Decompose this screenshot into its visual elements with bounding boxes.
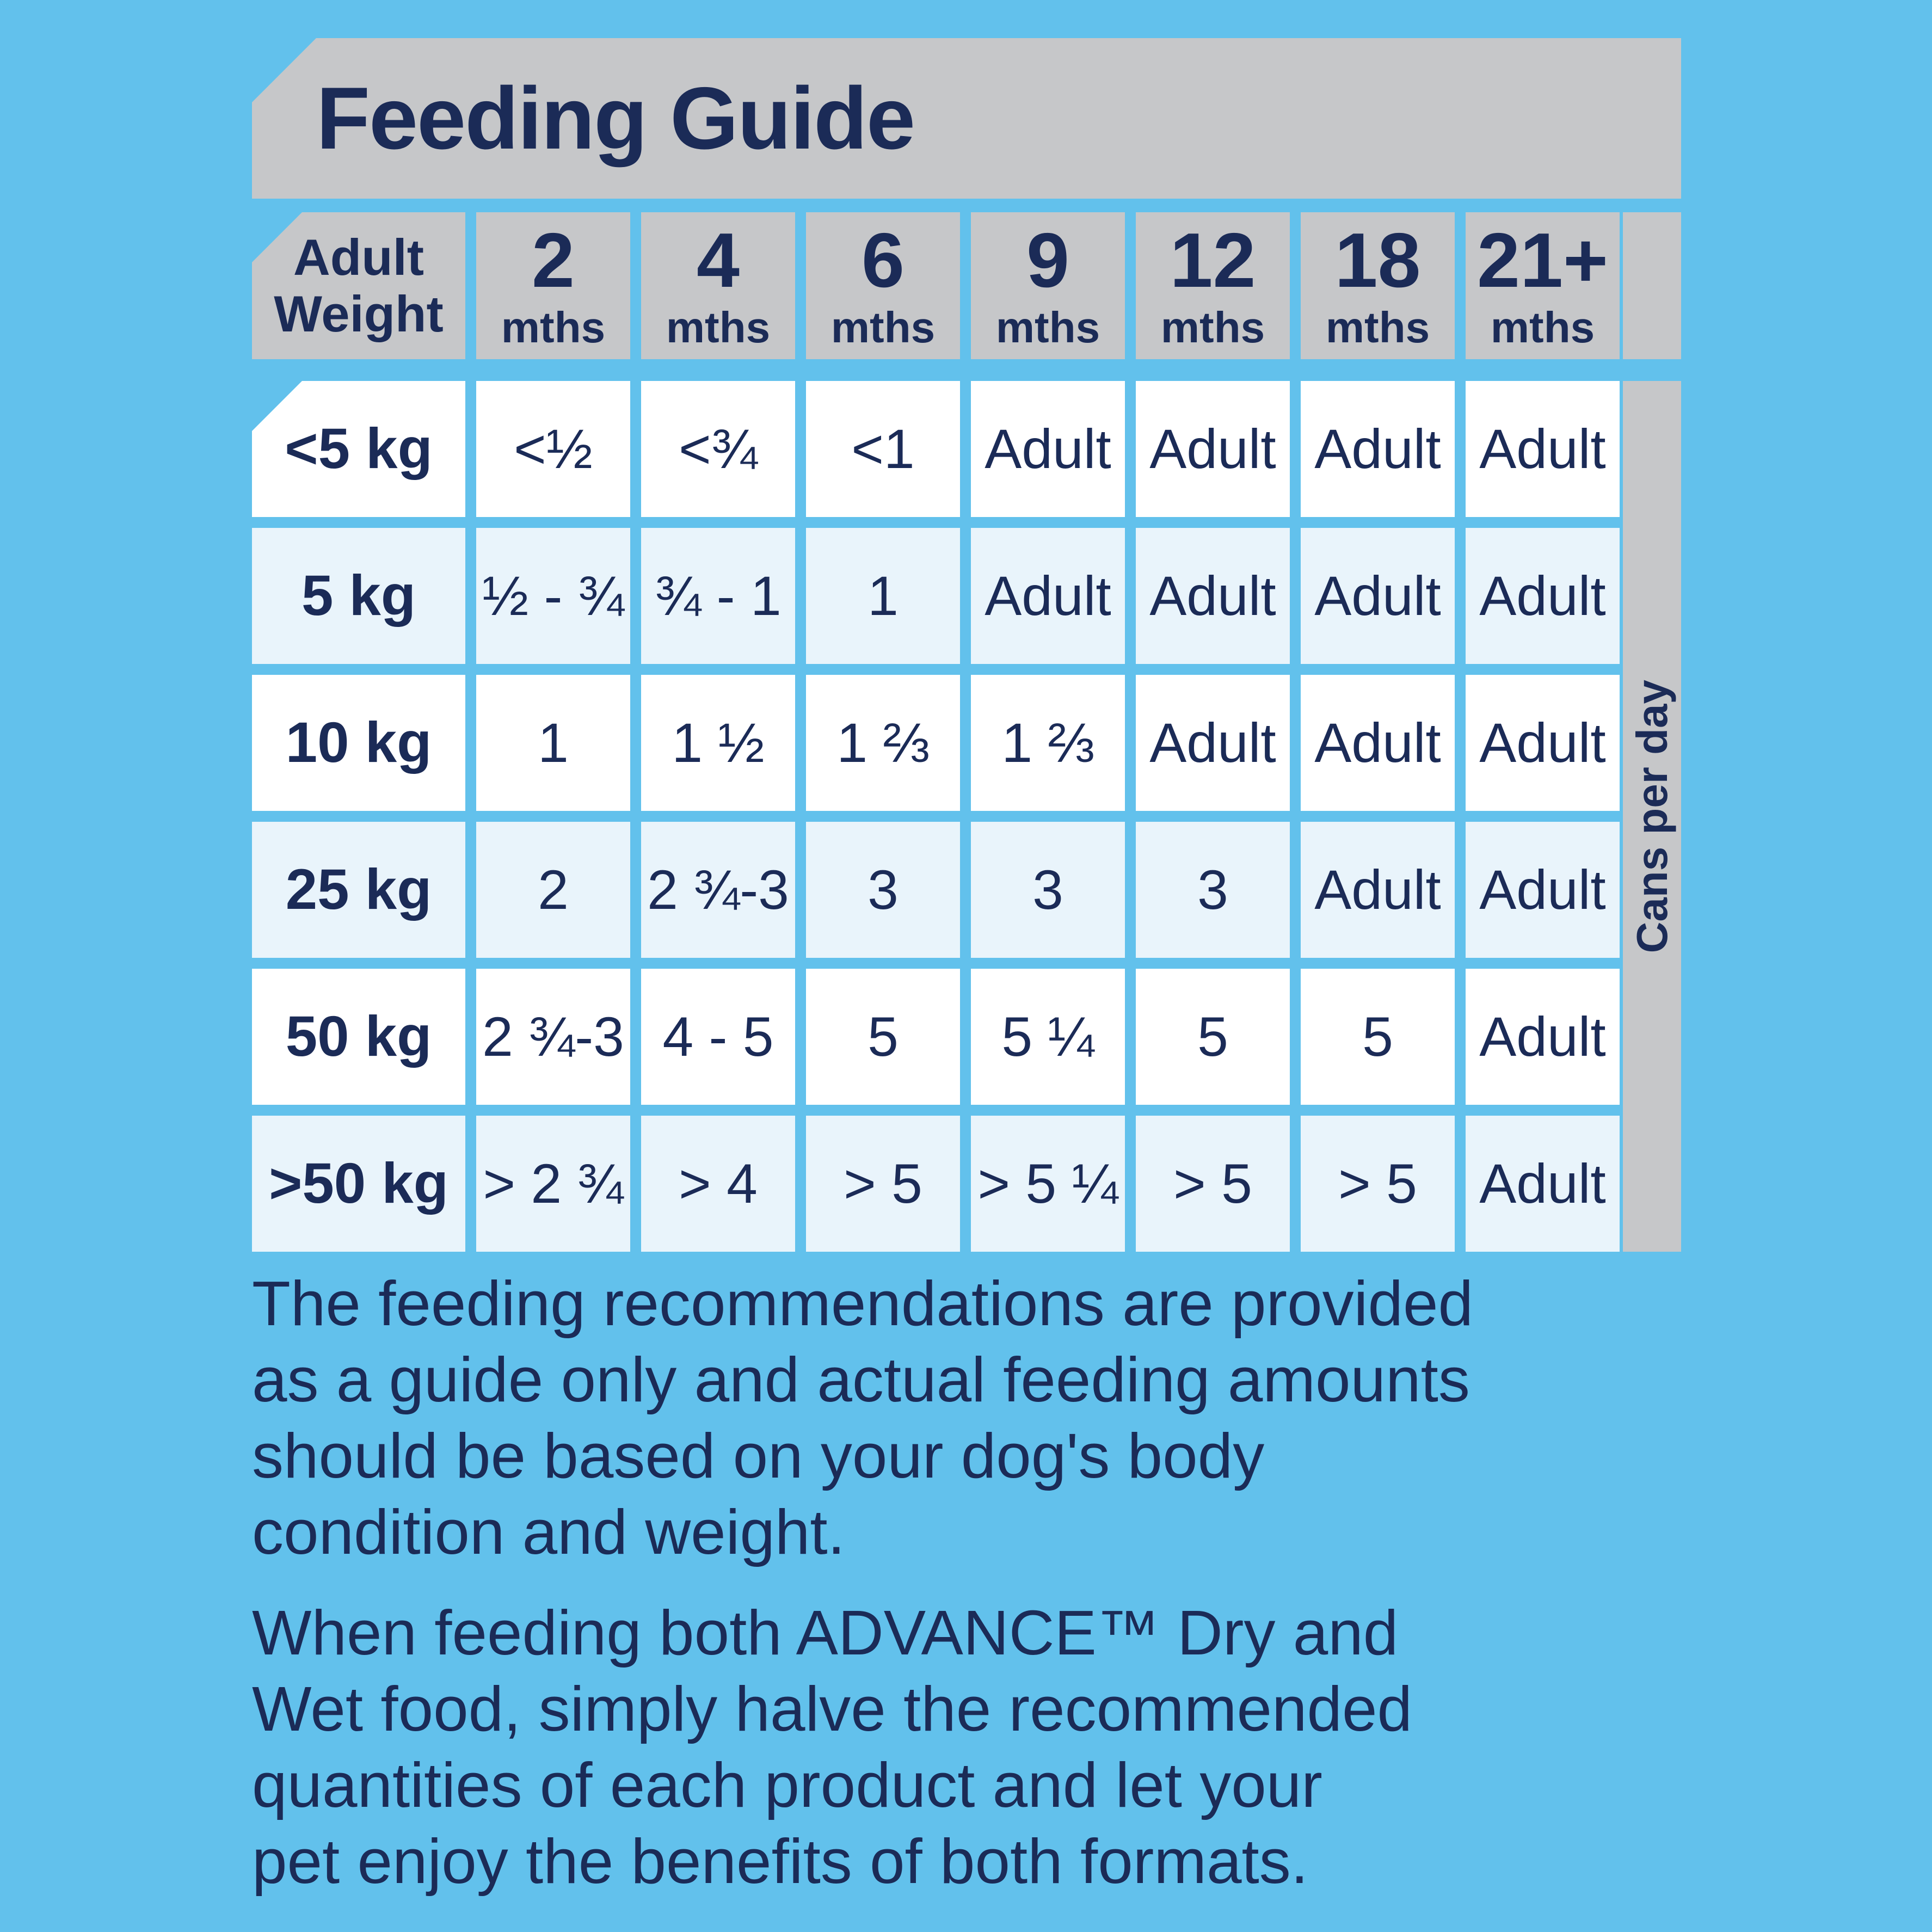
weight-label: 25 kg	[252, 822, 465, 958]
weight-label: >50 kg	[252, 1116, 465, 1252]
weight-label: 5 kg	[252, 528, 465, 664]
feeding-value: <½	[476, 381, 630, 517]
column-header-18-mths: 18 mths	[1301, 212, 1455, 359]
weight-label: <5 kg	[252, 381, 465, 517]
feeding-value: Adult	[1466, 381, 1620, 517]
feeding-value: Adult	[1466, 1116, 1620, 1252]
feeding-value: Adult	[1466, 528, 1620, 664]
feeding-value: Adult	[1136, 381, 1290, 517]
feeding-value: ½ - ¾	[476, 528, 630, 664]
feeding-recommendation-note: The feeding recommendations are provided…	[252, 1265, 1473, 1570]
column-unit: mths	[666, 303, 771, 352]
feeding-value: > 5	[1301, 1116, 1455, 1252]
feeding-value: Adult	[971, 528, 1125, 664]
feeding-value: Adult	[1301, 381, 1455, 517]
feeding-guide-banner: Feeding Guide	[252, 38, 1681, 199]
column-header-12-mths: 12 mths	[1136, 212, 1290, 359]
column-unit: mths	[1490, 303, 1595, 352]
feeding-value: 5 ¼	[971, 969, 1125, 1105]
feeding-value: Adult	[1136, 528, 1290, 664]
feeding-value: 1 ⅔	[806, 675, 960, 811]
feeding-value: 5	[1136, 969, 1290, 1105]
feeding-value: > 2 ¾	[476, 1116, 630, 1252]
feeding-value: 2 ¾-3	[641, 822, 795, 958]
column-number: 21+	[1477, 217, 1608, 304]
feeding-value: Adult	[1466, 969, 1620, 1105]
corner-header-adult-weight: Adult Weight	[252, 212, 465, 359]
feeding-value: 5	[806, 969, 960, 1105]
column-number: 9	[1026, 217, 1069, 304]
column-header-21plus-mths: 21+ mths	[1466, 212, 1620, 359]
feeding-value: > 5	[806, 1116, 960, 1252]
note-line: quantities of each product and let your	[252, 1750, 1322, 1820]
feeding-value: 2 ¾-3	[476, 969, 630, 1105]
column-unit: mths	[501, 303, 606, 352]
column-unit: mths	[1160, 303, 1265, 352]
feeding-value: 3	[1136, 822, 1290, 958]
weight-label: 10 kg	[252, 675, 465, 811]
note-line: When feeding both ADVANCE™ Dry and	[252, 1597, 1399, 1668]
feeding-table-header: Adult Weight 2 mths 4 mths 6 mths 9 mths…	[252, 212, 1620, 359]
cans-per-day-label: Cans per day	[1627, 679, 1676, 953]
feeding-value: ¾ - 1	[641, 528, 795, 664]
feeding-value: > 5	[1136, 1116, 1290, 1252]
feeding-value: Adult	[1301, 528, 1455, 664]
feeding-table-body: <5 kg <½ <¾ <1 Adult Adult Adult Adult 5…	[252, 381, 1620, 1252]
column-header-6-mths: 6 mths	[806, 212, 960, 359]
cans-per-day-strip-header-block	[1623, 212, 1681, 359]
note-line: should be based on your dog's body	[252, 1420, 1265, 1491]
feeding-value: <¾	[641, 381, 795, 517]
column-unit: mths	[830, 303, 936, 352]
column-number: 12	[1170, 217, 1256, 304]
mixed-feeding-note: When feeding both ADVANCE™ Dry and Wet f…	[252, 1595, 1412, 1899]
feeding-value: 4 - 5	[641, 969, 795, 1105]
feeding-value: Adult	[1301, 675, 1455, 811]
column-number: 4	[697, 217, 740, 304]
feeding-value: Adult	[1466, 675, 1620, 811]
corner-header-line2: Weight	[274, 285, 444, 342]
feeding-value: > 4	[641, 1116, 795, 1252]
note-line: as a guide only and actual feeding amoun…	[252, 1344, 1470, 1415]
note-line: The feeding recommendations are provided	[252, 1268, 1473, 1339]
column-header-9-mths: 9 mths	[971, 212, 1125, 359]
feeding-value: <1	[806, 381, 960, 517]
feeding-value: 2	[476, 822, 630, 958]
column-header-2-mths: 2 mths	[476, 212, 630, 359]
feeding-value: 5	[1301, 969, 1455, 1105]
column-number: 18	[1334, 217, 1421, 304]
weight-label: 50 kg	[252, 969, 465, 1105]
feeding-value: 3	[971, 822, 1125, 958]
feeding-value: 3	[806, 822, 960, 958]
feeding-value: 1	[806, 528, 960, 664]
cans-per-day-strip: Cans per day	[1623, 381, 1681, 1252]
column-unit: mths	[1325, 303, 1430, 352]
feeding-value: 1 ½	[641, 675, 795, 811]
feeding-value: Adult	[971, 381, 1125, 517]
column-number: 6	[862, 217, 905, 304]
feeding-value: > 5 ¼	[971, 1116, 1125, 1252]
feeding-value: 1	[476, 675, 630, 811]
note-line: Wet food, simply halve the recommended	[252, 1673, 1413, 1744]
feeding-value: Adult	[1301, 822, 1455, 958]
feeding-value: Adult	[1136, 675, 1290, 811]
feeding-value: Adult	[1466, 822, 1620, 958]
note-line: condition and weight.	[252, 1497, 845, 1567]
column-header-4-mths: 4 mths	[641, 212, 795, 359]
corner-header-line1: Adult	[293, 229, 424, 286]
note-line: pet enjoy the benefits of both formats.	[252, 1826, 1308, 1897]
column-number: 2	[532, 217, 575, 304]
page-title: Feeding Guide	[316, 69, 915, 168]
column-unit: mths	[995, 303, 1100, 352]
feeding-value: 1 ⅔	[971, 675, 1125, 811]
